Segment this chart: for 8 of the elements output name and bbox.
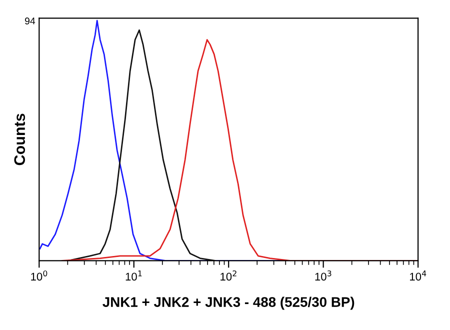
x-axis-title: JNK1 + JNK2 + JNK3 - 488 (525/30 BP) — [102, 296, 354, 310]
x-tick-label: 10$^{3}$ — [315, 270, 332, 281]
y-axis-title: Counts — [14, 114, 26, 166]
x-tick-label: 10$^{0}$ — [31, 270, 48, 281]
x-tick-label: 10$^{1}$ — [126, 270, 142, 281]
text: 94 — [25, 18, 36, 24]
x-tick-label: 10$^{2}$ — [220, 270, 236, 281]
x-tick-label: 10$^{4}$ — [410, 270, 426, 281]
